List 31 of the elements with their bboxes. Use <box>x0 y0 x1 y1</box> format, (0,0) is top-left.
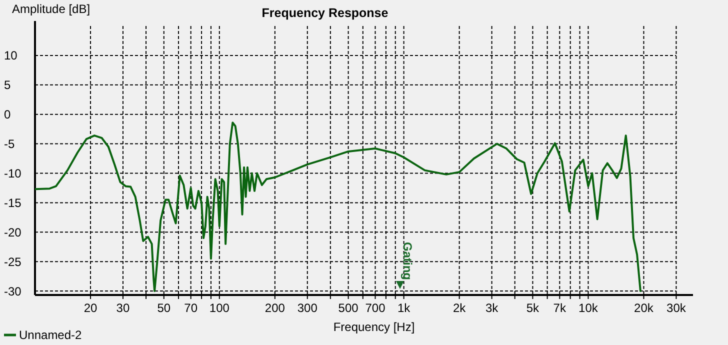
legend-label: Unnamed-2 <box>19 328 82 342</box>
y-axis-title: Amplitude [dB] <box>12 2 90 16</box>
y-tick-label: -10 <box>4 166 22 180</box>
x-tick-label: 5k <box>526 301 540 315</box>
x-tick-label: 30 <box>116 301 130 315</box>
x-tick-label: 50 <box>157 301 171 315</box>
y-tick-label: 10 <box>4 48 18 63</box>
y-tick-label: -20 <box>4 225 22 240</box>
x-tick-label: 1k <box>397 301 412 315</box>
annotation: Gating <box>400 242 414 280</box>
x-tick-label: 100 <box>209 301 230 315</box>
x-tick-label: 3k <box>485 301 500 315</box>
x-tick-label: 20k <box>634 301 654 315</box>
x-tick-label: 2k <box>452 301 467 315</box>
x-axis-title: Frequency [Hz] <box>333 320 415 334</box>
x-tick-label: 700 <box>365 301 386 315</box>
y-tick-label: -30 <box>4 284 22 298</box>
y-tick-label: 5 <box>4 78 11 92</box>
x-tick-label: 200 <box>264 301 286 315</box>
y-tick-label: -5 <box>4 137 15 151</box>
x-tick-label: 30k <box>666 301 687 315</box>
x-tick-label: 20 <box>84 301 98 315</box>
y-tick-label: 0 <box>4 108 11 122</box>
x-tick-label: 10k <box>578 301 599 315</box>
x-tick-label: 7k <box>553 301 567 315</box>
x-tick-label: 70 <box>184 301 198 315</box>
x-tick-label: 300 <box>297 301 318 315</box>
x-tick-label: 500 <box>338 301 359 315</box>
chart-title: Frequency Response <box>262 6 388 20</box>
y-tick-label: -25 <box>4 254 22 269</box>
y-tick-label: -15 <box>4 196 22 210</box>
